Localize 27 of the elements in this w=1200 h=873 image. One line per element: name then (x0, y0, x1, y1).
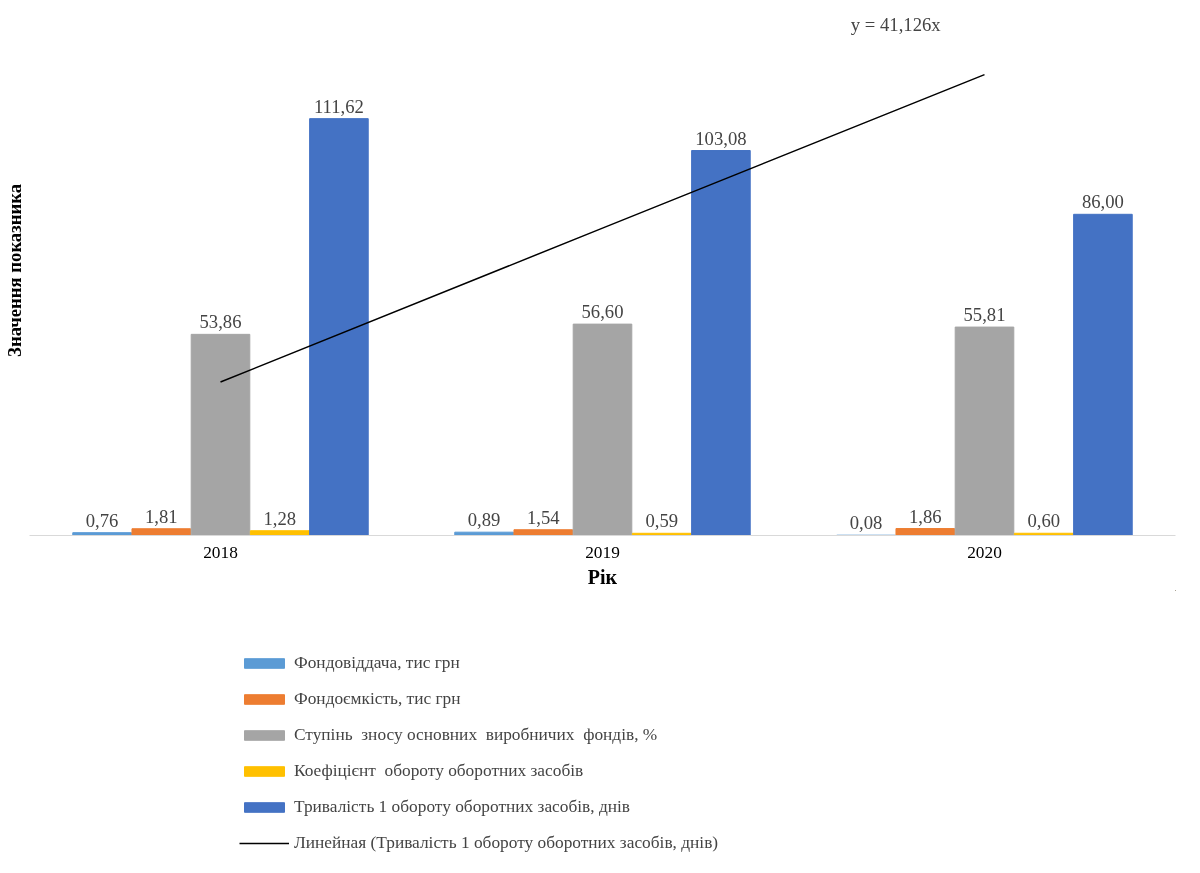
data-label: 1,54 (526, 506, 561, 528)
legend-label: Тривалість 1 обороту оборотних засобів, днів (294, 797, 631, 817)
data-label: 1,81 (144, 505, 178, 527)
text: y = 41,126x (850, 13, 942, 35)
data-label: 0,60 (1027, 510, 1061, 532)
data-label: 0,76 (85, 509, 119, 531)
data-label: 1,86 (908, 505, 942, 527)
data-label: 111,62 (313, 95, 364, 117)
legend-label: Линейная (Тривалість 1 обороту оборотних засобів, днів) (294, 833, 719, 853)
data-label: 0,89 (467, 509, 501, 531)
legend-label: Коефіцієнт обороту оборотних засобів (294, 761, 584, 781)
data-label: 103,08 (695, 127, 747, 149)
legend-label: Фондовіддача, тис грн (294, 653, 460, 673)
x-axis-title: Рік (587, 565, 618, 588)
data-label: 0,59 (645, 510, 679, 532)
data-label: 0,08 (849, 512, 883, 534)
y-axis-title: Значення показника (3, 183, 25, 357)
data-label: 53,86 (199, 311, 242, 333)
data-label: 86,00 (1081, 191, 1124, 213)
legend-label: Фондоємкість, тис грн (294, 689, 461, 709)
legend-label: Ступінь зносу основних виробничих фондів, % (294, 725, 658, 745)
data-label: 1,28 (263, 507, 297, 529)
data-label: 56,60 (581, 301, 624, 323)
x-tick-label: 2019 (585, 542, 620, 562)
data-label: 55,81 (963, 304, 1006, 326)
x-tick-label: 2020 (967, 542, 1002, 562)
x-tick-label: 2018 (203, 542, 238, 562)
